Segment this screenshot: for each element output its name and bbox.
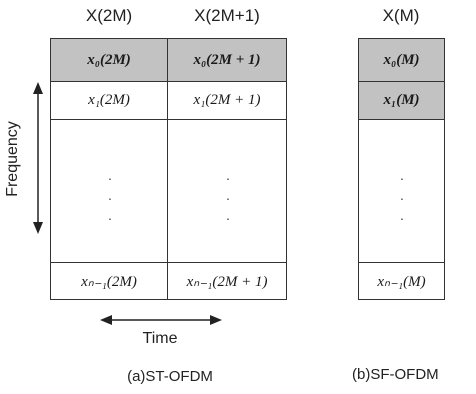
st-cell-x1-2m: x₁(2M) [51, 82, 168, 120]
st-dots-left: · · · [104, 170, 116, 226]
st-cell-x0-2m: x₀(2M) [51, 39, 168, 82]
st-cell-x1-2m1: x₁(2M + 1) [168, 82, 286, 120]
frequency-label: Frequency [4, 121, 21, 197]
st-cell-middle-left [51, 120, 168, 263]
st-dots-right: · · · [222, 170, 234, 226]
st-cell-middle-right [168, 120, 286, 263]
st-cell-x0-2m1: x₀(2M + 1) [168, 39, 286, 82]
st-ofdm-frame [50, 38, 287, 300]
dot: · [107, 170, 113, 186]
sf-cell-x1-m-text: x₁(M) [383, 92, 420, 108]
st-cell-x0-2m-text: x₀(2M) [87, 51, 131, 68]
st-cell-x0-2m1-text: x₀(2M + 1) [193, 51, 261, 68]
dot: · [107, 210, 113, 226]
sf-cell-xn-m-text: xₙ₋₁(M) [377, 273, 426, 290]
dot: · [225, 170, 231, 186]
dot: · [225, 210, 231, 226]
caption-st-ofdm: (a)ST-OFDM [127, 368, 213, 385]
header-x-m: X(M) [382, 6, 420, 25]
frequency-axis-arrow-icon [33, 82, 43, 234]
dot: · [399, 170, 405, 186]
dot: · [399, 190, 405, 206]
sf-cell-xn-m: xₙ₋₁(M) [359, 263, 444, 299]
sf-cell-middle [359, 120, 444, 263]
st-cell-x1-2m-text: x₁(2M) [88, 92, 130, 108]
sf-dots: · · · [396, 170, 408, 226]
sf-cell-x0-m-text: x₀(M) [383, 51, 420, 68]
caption-sf-ofdm: (b)SF-OFDM [352, 366, 439, 383]
st-cell-x1-2m1-text: x₁(2M + 1) [193, 92, 261, 108]
sf-cell-x0-m: x₀(M) [359, 39, 444, 82]
time-axis-arrow-icon [100, 315, 222, 325]
sf-ofdm-frame [358, 38, 445, 300]
st-cell-xn-2m: xₙ₋₁(2M) [51, 263, 168, 299]
header-x-2m-plus-1: X(2M+1) [194, 6, 260, 25]
dot: · [399, 210, 405, 226]
time-label: Time [142, 330, 178, 347]
st-cell-xn-2m1-text: xₙ₋₁(2M + 1) [186, 273, 268, 290]
st-cell-xn-2m1: xₙ₋₁(2M + 1) [168, 263, 286, 299]
dot: · [225, 190, 231, 206]
dot: · [107, 190, 113, 206]
header-x-2m: X(2M) [85, 6, 133, 25]
sf-cell-x1-m: x₁(M) [359, 82, 444, 120]
st-cell-xn-2m-text: xₙ₋₁(2M) [81, 273, 137, 290]
